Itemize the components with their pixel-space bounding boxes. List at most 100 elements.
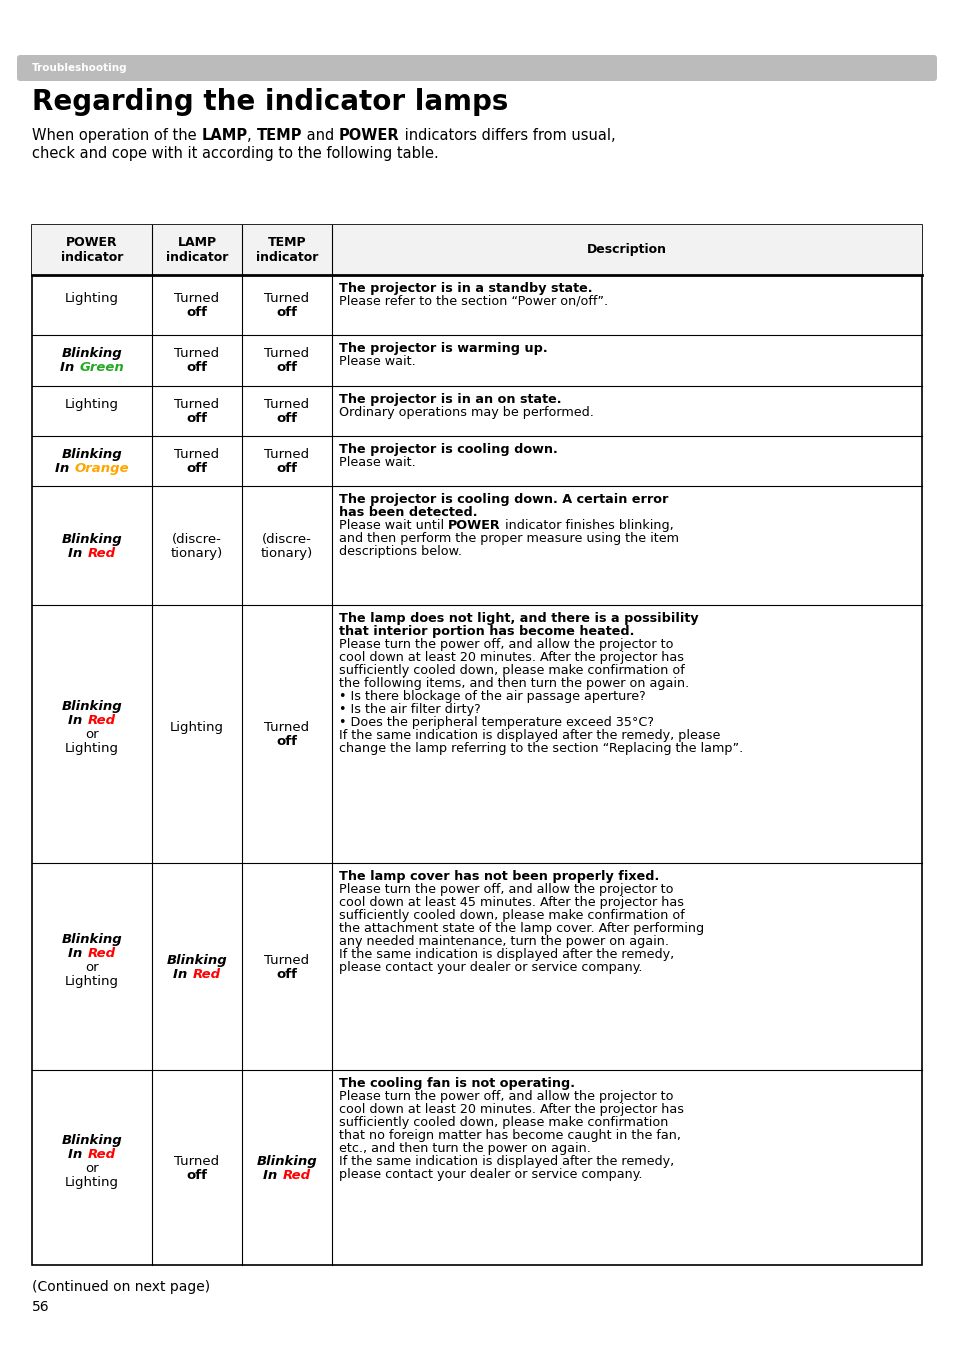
Text: tionary): tionary) xyxy=(260,546,313,560)
Text: Please wait.: Please wait. xyxy=(338,355,416,368)
Text: Lighting: Lighting xyxy=(65,1175,119,1188)
Text: etc., and then turn the power on again.: etc., and then turn the power on again. xyxy=(338,1143,590,1155)
Text: Please refer to the section “Power on/off”.: Please refer to the section “Power on/of… xyxy=(338,295,607,308)
Text: Turned: Turned xyxy=(174,448,219,461)
Text: (discre-: (discre- xyxy=(262,533,312,546)
Text: If the same indication is displayed after the remedy,: If the same indication is displayed afte… xyxy=(338,948,674,960)
Text: • Does the peripheral temperature exceed 35°C?: • Does the peripheral temperature exceed… xyxy=(338,716,654,730)
FancyBboxPatch shape xyxy=(17,55,936,81)
Text: Please turn the power off, and allow the projector to: Please turn the power off, and allow the… xyxy=(338,884,673,896)
Text: TEMP
indicator: TEMP indicator xyxy=(255,236,318,264)
Text: In: In xyxy=(173,967,193,981)
Text: Red: Red xyxy=(282,1168,310,1182)
Text: Turned: Turned xyxy=(264,448,309,461)
Text: The lamp does not light, and there is a possibility: The lamp does not light, and there is a … xyxy=(338,612,698,626)
Text: The projector is cooling down. A certain error: The projector is cooling down. A certain… xyxy=(338,494,668,506)
Text: In: In xyxy=(69,947,88,959)
Text: off: off xyxy=(276,411,297,425)
Text: Turned: Turned xyxy=(264,293,309,305)
Text: Red: Red xyxy=(88,714,115,727)
Text: In: In xyxy=(263,1168,282,1182)
Text: indicator finishes blinking,: indicator finishes blinking, xyxy=(500,519,673,532)
Text: Ordinary operations may be performed.: Ordinary operations may be performed. xyxy=(338,406,594,418)
Text: Red: Red xyxy=(88,947,115,959)
Text: Blinking: Blinking xyxy=(256,1155,317,1168)
Text: please contact your dealer or service company.: please contact your dealer or service co… xyxy=(338,1168,641,1182)
Text: ,: , xyxy=(247,128,256,143)
Text: (discre-: (discre- xyxy=(172,533,222,546)
Text: Blinking: Blinking xyxy=(62,348,122,360)
Text: In: In xyxy=(55,461,74,475)
Text: off: off xyxy=(276,967,297,981)
Text: cool down at least 20 minutes. After the projector has: cool down at least 20 minutes. After the… xyxy=(338,652,683,665)
Text: In: In xyxy=(60,362,79,375)
Text: the attachment state of the lamp cover. After performing: the attachment state of the lamp cover. … xyxy=(338,921,703,935)
Text: off: off xyxy=(276,461,297,475)
Text: Please turn the power off, and allow the projector to: Please turn the power off, and allow the… xyxy=(338,1090,673,1103)
Text: or: or xyxy=(85,1161,99,1175)
Text: Red: Red xyxy=(88,546,115,560)
Bar xyxy=(32,225,921,1265)
Text: sufficiently cooled down, please make confirmation of: sufficiently cooled down, please make co… xyxy=(338,665,684,677)
Text: that no foreign matter has become caught in the fan,: that no foreign matter has become caught… xyxy=(338,1129,680,1143)
Text: Blinking: Blinking xyxy=(62,1133,122,1147)
Text: The projector is warming up.: The projector is warming up. xyxy=(338,343,547,355)
Text: off: off xyxy=(276,735,297,749)
Text: off: off xyxy=(186,362,208,375)
Text: tionary): tionary) xyxy=(171,546,223,560)
Text: off: off xyxy=(186,411,208,425)
Text: and: and xyxy=(302,128,338,143)
Text: POWER: POWER xyxy=(448,519,500,532)
Text: off: off xyxy=(186,461,208,475)
Text: Turned: Turned xyxy=(264,954,309,967)
Text: In: In xyxy=(69,714,88,727)
Text: Red: Red xyxy=(193,967,220,981)
Text: sufficiently cooled down, please make confirmation: sufficiently cooled down, please make co… xyxy=(338,1116,668,1129)
Text: The projector is in an on state.: The projector is in an on state. xyxy=(338,393,561,406)
Text: 56: 56 xyxy=(32,1300,50,1314)
Text: (Continued on next page): (Continued on next page) xyxy=(32,1280,210,1294)
Text: Please turn the power off, and allow the projector to: Please turn the power off, and allow the… xyxy=(338,638,673,652)
Text: POWER: POWER xyxy=(338,128,399,143)
Text: Please wait.: Please wait. xyxy=(338,456,416,469)
Text: Lighting: Lighting xyxy=(170,722,224,734)
Text: If the same indication is displayed after the remedy, please: If the same indication is displayed afte… xyxy=(338,730,720,742)
Text: Lighting: Lighting xyxy=(65,398,119,410)
Text: and then perform the proper measure using the item: and then perform the proper measure usin… xyxy=(338,532,679,545)
Text: Blinking: Blinking xyxy=(62,932,122,946)
Text: In: In xyxy=(69,1148,88,1160)
Text: Blinking: Blinking xyxy=(62,448,122,461)
Text: • Is there blockage of the air passage aperture?: • Is there blockage of the air passage a… xyxy=(338,691,645,703)
Text: check and cope with it according to the following table.: check and cope with it according to the … xyxy=(32,146,438,161)
Text: Turned: Turned xyxy=(264,348,309,360)
Text: please contact your dealer or service company.: please contact your dealer or service co… xyxy=(338,960,641,974)
Text: the following items, and then turn the power on again.: the following items, and then turn the p… xyxy=(338,677,688,691)
Text: Turned: Turned xyxy=(264,722,309,734)
Text: Blinking: Blinking xyxy=(62,533,122,546)
Text: Blinking: Blinking xyxy=(62,700,122,714)
Text: any needed maintenance, turn the power on again.: any needed maintenance, turn the power o… xyxy=(338,935,668,948)
Text: When operation of the: When operation of the xyxy=(32,128,201,143)
Text: Turned: Turned xyxy=(174,1155,219,1168)
Text: indicators differs from usual,: indicators differs from usual, xyxy=(399,128,615,143)
Text: Turned: Turned xyxy=(174,293,219,305)
Text: descriptions below.: descriptions below. xyxy=(338,545,461,558)
Text: Turned: Turned xyxy=(174,348,219,360)
Text: cool down at least 20 minutes. After the projector has: cool down at least 20 minutes. After the… xyxy=(338,1103,683,1116)
Text: TEMP: TEMP xyxy=(256,128,302,143)
Text: Please wait until: Please wait until xyxy=(338,519,448,532)
Bar xyxy=(32,225,921,275)
Text: Description: Description xyxy=(586,244,666,256)
Text: off: off xyxy=(276,306,297,320)
Text: Lighting: Lighting xyxy=(65,293,119,305)
Text: has been detected.: has been detected. xyxy=(338,506,477,519)
Text: Turned: Turned xyxy=(264,398,309,410)
Text: The projector is cooling down.: The projector is cooling down. xyxy=(338,442,558,456)
Text: • Is the air filter dirty?: • Is the air filter dirty? xyxy=(338,703,480,716)
Text: or: or xyxy=(85,728,99,741)
Text: change the lamp referring to the section “Replacing the lamp”.: change the lamp referring to the section… xyxy=(338,742,742,755)
Text: off: off xyxy=(276,362,297,375)
Text: off: off xyxy=(186,306,208,320)
Text: Red: Red xyxy=(88,1148,115,1160)
Text: Lighting: Lighting xyxy=(65,742,119,755)
